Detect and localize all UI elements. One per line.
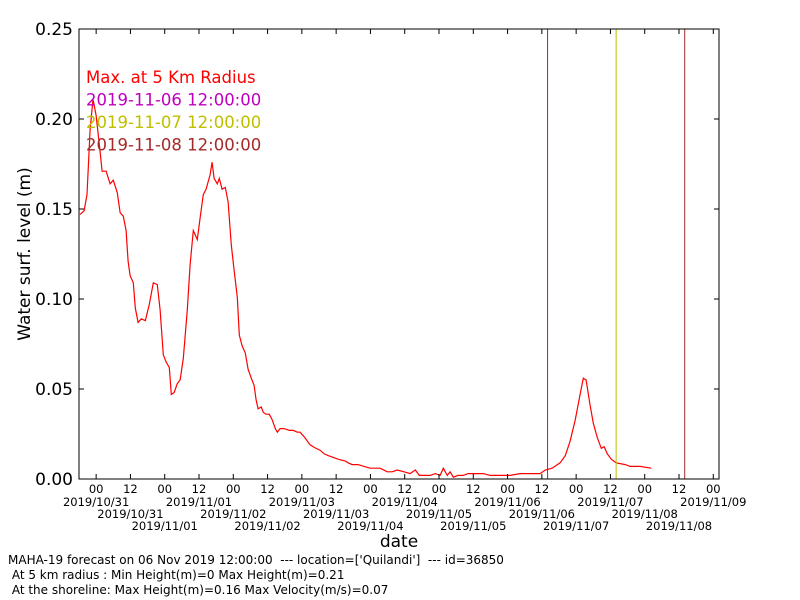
x-tick-hour-label: 00 bbox=[226, 482, 241, 496]
x-tick-date-label: 2019/11/03 bbox=[269, 495, 335, 509]
x-tick-hour-label: 12 bbox=[397, 482, 412, 496]
x-tick-date-label: 2019/11/04 bbox=[337, 519, 403, 533]
x-tick-date-label: 2019/10/31 bbox=[97, 507, 163, 521]
legend-entry: 2019-11-08 12:00:00 bbox=[86, 136, 261, 155]
x-tick-hour-label: 00 bbox=[706, 482, 721, 496]
y-tick-label: 0.00 bbox=[35, 470, 73, 490]
x-tick-date-label: 2019/11/04 bbox=[372, 495, 438, 509]
x-tick-date-label: 2019/11/08 bbox=[612, 507, 678, 521]
x-tick-date-label: 2019/11/02 bbox=[200, 507, 266, 521]
x-tick-date-label: 2019/11/05 bbox=[406, 507, 472, 521]
legend-entry: 2019-11-06 12:00:00 bbox=[86, 91, 261, 110]
x-tick-date-label: 2019/11/08 bbox=[646, 519, 712, 533]
forecast-info: MAHA-19 forecast on 06 Nov 2019 12:00:00… bbox=[8, 553, 504, 567]
x-tick-date-label: 2019/11/03 bbox=[303, 507, 369, 521]
x-tick-hour-label: 00 bbox=[89, 482, 104, 496]
x-tick-hour-label: 12 bbox=[329, 482, 344, 496]
x-tick-hour-label: 12 bbox=[535, 482, 550, 496]
legend-entry: Max. at 5 Km Radius bbox=[86, 68, 256, 87]
x-tick-hour-label: 00 bbox=[569, 482, 584, 496]
x-tick-date-label: 2019/10/31 bbox=[63, 495, 129, 509]
x-tick-hour-label: 00 bbox=[637, 482, 652, 496]
x-tick-hour-label: 12 bbox=[603, 482, 618, 496]
y-tick-label: 0.15 bbox=[35, 200, 73, 220]
x-tick-hour-label: 00 bbox=[500, 482, 515, 496]
legend-entry: 2019-11-07 12:00:00 bbox=[86, 113, 261, 132]
x-tick-hour-label: 12 bbox=[123, 482, 138, 496]
x-tick-date-label: 2019/11/07 bbox=[577, 495, 643, 509]
x-tick-hour-label: 00 bbox=[295, 482, 310, 496]
x-tick-hour-label: 12 bbox=[260, 482, 275, 496]
axes-frame bbox=[78, 28, 720, 480]
x-tick-hour-label: 00 bbox=[157, 482, 172, 496]
x-tick-date-label: 2019/11/05 bbox=[440, 519, 506, 533]
x-tick-date-label: 2019/11/02 bbox=[234, 519, 300, 533]
x-tick-date-label: 2019/11/09 bbox=[680, 495, 746, 509]
y-axis-label: Water surf. level (m) bbox=[15, 167, 35, 341]
x-tick-date-label: 2019/11/01 bbox=[166, 495, 232, 509]
x-tick-hour-label: 12 bbox=[192, 482, 207, 496]
x-tick-hour-label: 12 bbox=[466, 482, 481, 496]
x-tick-date-label: 2019/11/07 bbox=[543, 519, 609, 533]
radius-info: At 5 km radius : Min Height(m)=0 Max Hei… bbox=[8, 568, 345, 582]
y-tick-label: 0.05 bbox=[35, 380, 73, 400]
x-tick-date-label: 2019/11/06 bbox=[474, 495, 540, 509]
y-tick-label: 0.25 bbox=[35, 20, 73, 40]
x-tick-date-label: 2019/11/01 bbox=[132, 519, 198, 533]
x-tick-hour-label: 12 bbox=[672, 482, 687, 496]
x-tick-date-label: 2019/11/06 bbox=[509, 507, 575, 521]
x-axis-label: date bbox=[380, 532, 418, 552]
y-tick-label: 0.10 bbox=[35, 290, 73, 310]
x-tick-hour-label: 00 bbox=[432, 482, 447, 496]
shoreline-info: At the shoreline: Max Height(m)=0.16 Max… bbox=[8, 583, 389, 597]
series-line bbox=[79, 99, 652, 478]
y-tick-label: 0.20 bbox=[35, 110, 73, 130]
x-tick-hour-label: 00 bbox=[363, 482, 378, 496]
